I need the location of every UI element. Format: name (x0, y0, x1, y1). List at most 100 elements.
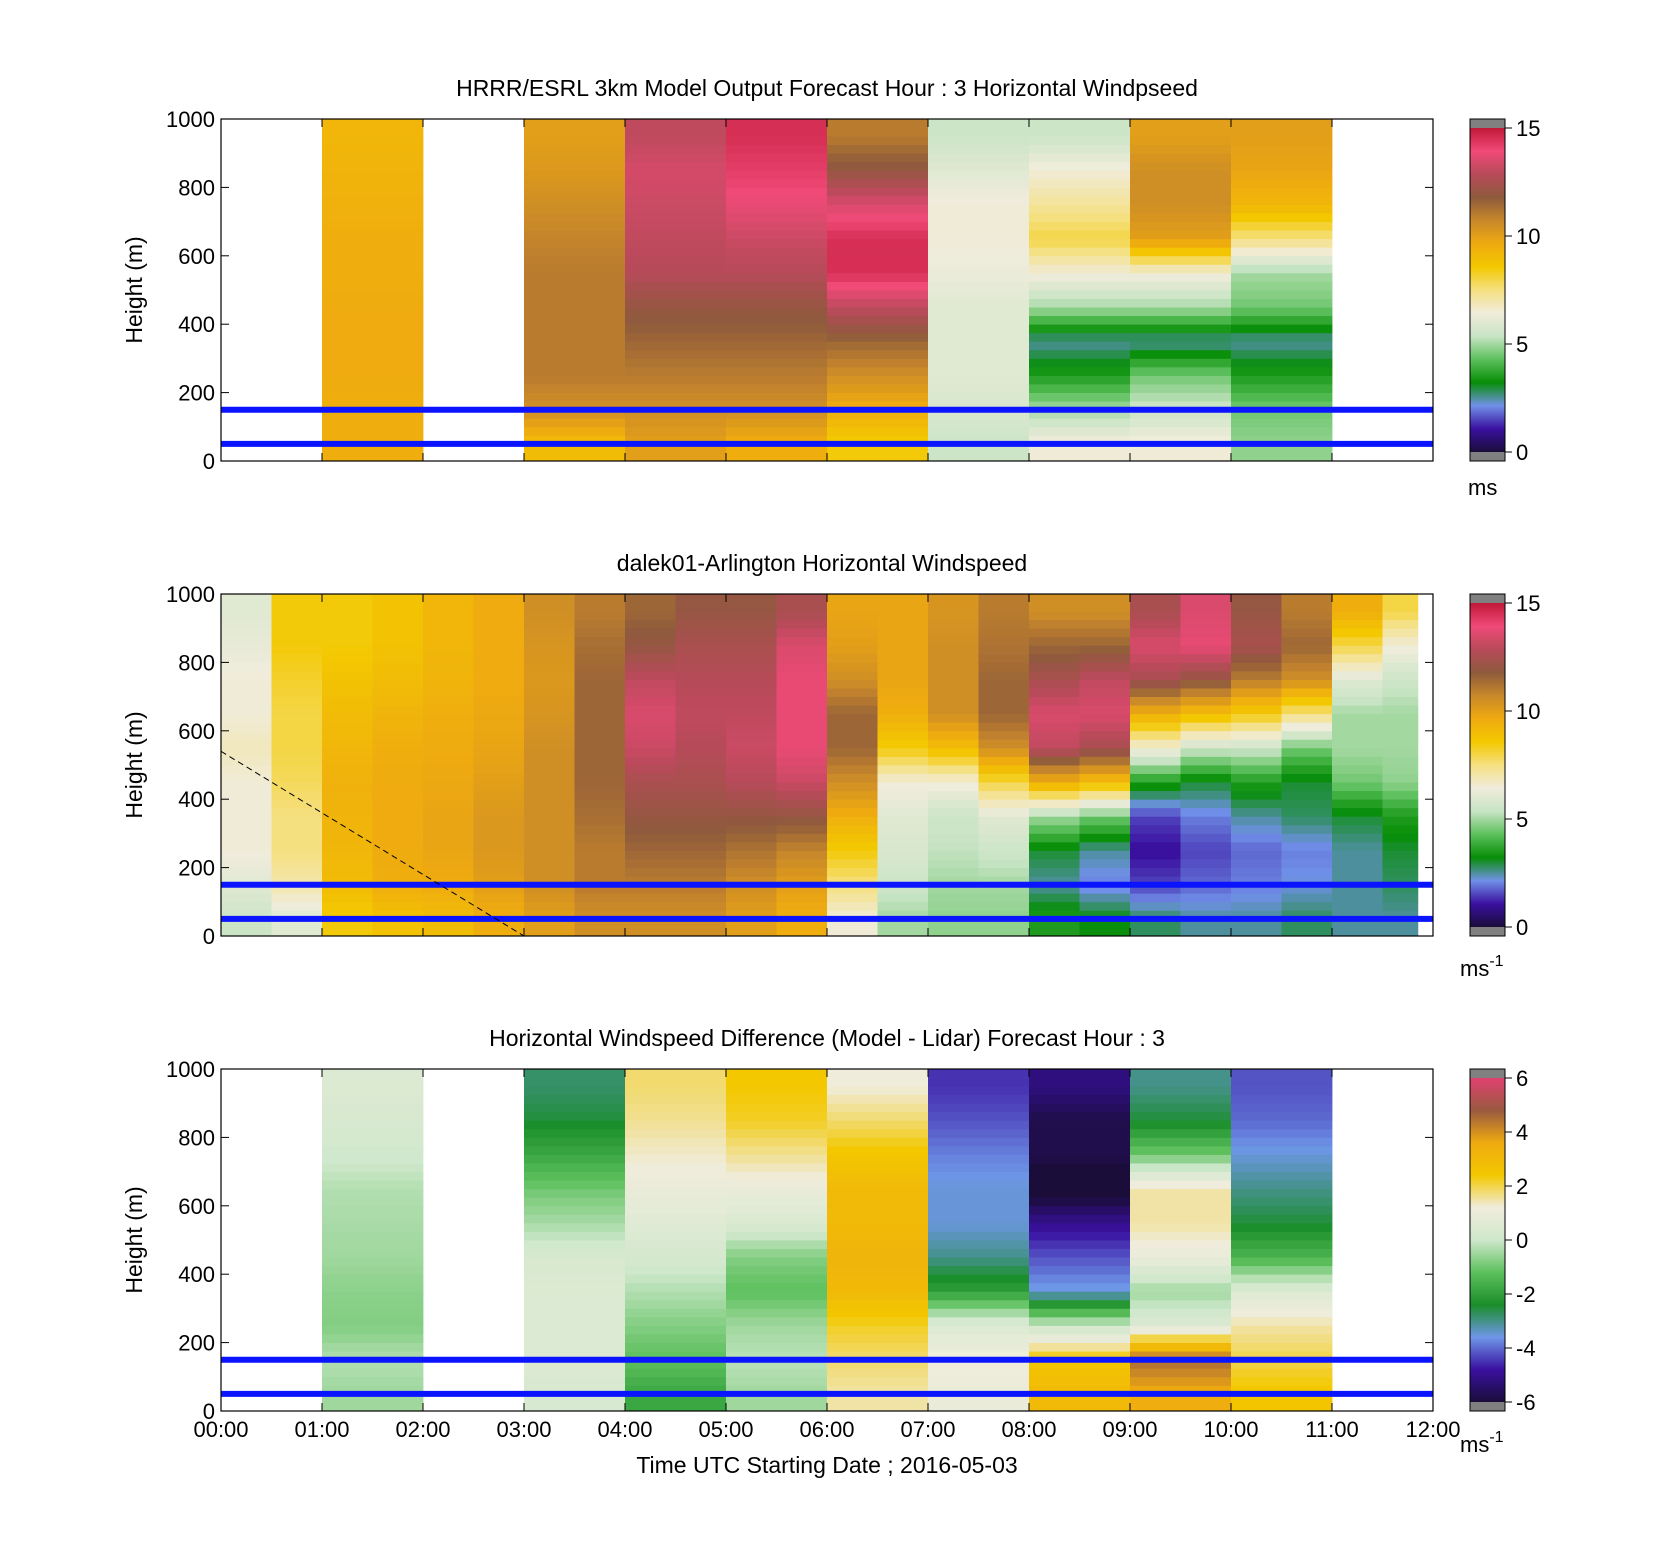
panel-lidar-cell (574, 807, 626, 817)
panel-lidar-cell (877, 611, 929, 621)
panel-model-cell (322, 195, 424, 205)
panel-model-ytick-label: 400 (178, 312, 215, 337)
panel-difference-cell (1231, 1137, 1333, 1147)
panel-lidar-cell (726, 824, 777, 834)
panel-lidar-cell (827, 747, 878, 757)
x-tick-label: 01:00 (294, 1417, 349, 1442)
panel-lidar-cell (473, 833, 525, 843)
panel-lidar-cell (776, 833, 828, 843)
panel-lidar-cell (776, 807, 828, 817)
panel-difference-cell (1029, 1376, 1131, 1386)
panel-lidar-cell (726, 636, 777, 646)
panel-lidar-cell (524, 841, 575, 851)
panel-lidar-cell (423, 688, 474, 697)
panel-lidar-cell (423, 662, 474, 672)
panel-lidar-cell (1029, 696, 1080, 706)
panel-difference-cell (1029, 1316, 1131, 1326)
panel-model-cell (827, 366, 929, 376)
panel-lidar-cell (928, 636, 979, 646)
panel-difference-cell (726, 1308, 828, 1318)
panel-lidar-cell (322, 611, 373, 621)
panel-difference-column (625, 1069, 727, 1411)
panel-lidar-cell (372, 773, 424, 783)
panel-lidar-cell (1231, 893, 1282, 903)
panel-lidar-cell (726, 730, 777, 740)
panel-lidar-cell (372, 619, 424, 629)
panel-model-cell (322, 418, 424, 428)
panel-lidar-cell (1332, 670, 1383, 680)
panel-lidar-cell (726, 790, 777, 800)
panel-difference-cell (827, 1351, 929, 1361)
panel-lidar-cell (1079, 653, 1131, 663)
panel-lidar-cell (776, 782, 828, 792)
panel-lidar-cell (928, 824, 979, 834)
panel-difference-cell (1029, 1334, 1131, 1343)
panel-lidar-cell (726, 876, 777, 886)
panel-model-cell (1029, 161, 1131, 171)
panel-model-cell (524, 153, 626, 163)
panel-lidar-cell (928, 765, 979, 774)
panel-model-cell (1130, 153, 1232, 163)
panel-difference-cell (322, 1231, 424, 1241)
panel-lidar-cell (1130, 670, 1181, 680)
panel-lidar-cell (1281, 756, 1333, 766)
panel-model-cell (1029, 307, 1131, 317)
panel-lidar-cell (1332, 653, 1383, 663)
panel-model-cell (1029, 230, 1131, 240)
panel-model-cell (827, 195, 929, 205)
panel-difference-cell (524, 1222, 626, 1232)
panel-lidar-cell (776, 867, 828, 877)
panel-difference-cell (928, 1145, 1030, 1155)
panel-lidar-column (726, 594, 777, 936)
x-tick-label: 09:00 (1102, 1417, 1157, 1442)
panel-difference-cell (928, 1111, 1030, 1121)
panel-difference-cell (1231, 1188, 1333, 1198)
panel-difference-cell (726, 1171, 828, 1181)
panel-lidar-cell (675, 713, 727, 723)
panel-lidar-column (1079, 594, 1131, 936)
panel-lidar-cell (1332, 773, 1383, 783)
panel-difference-cell (524, 1385, 626, 1395)
panel-model-cell (524, 375, 626, 385)
panel-difference-cell (1231, 1308, 1333, 1318)
panel-difference-cell (726, 1248, 828, 1258)
panel-lidar-cell (473, 918, 525, 928)
panel-difference-cell (524, 1231, 626, 1241)
panel-lidar-cell (473, 816, 525, 826)
panel-model-cell (827, 392, 929, 402)
panel-lidar-column (928, 594, 979, 936)
panel-lidar-cell (1382, 619, 1419, 629)
panel-difference-cell (827, 1274, 929, 1284)
panel-lidar-cell (423, 679, 474, 689)
panel-model-cell (322, 443, 424, 453)
panel-difference-cell (1029, 1368, 1131, 1378)
panel-lidar-cell (1130, 619, 1181, 629)
panel-difference-cell (1029, 1359, 1131, 1369)
panel-lidar-cell (524, 867, 575, 877)
panel-lidar-cell (1281, 619, 1333, 629)
panel-difference-cell (726, 1120, 828, 1130)
panel-model-cell (726, 307, 828, 317)
panel-lidar-cell (726, 713, 777, 723)
panel-lidar: dalek01-Arlington Horizontal Windspeed 0… (121, 550, 1540, 981)
panel-model-cell (1231, 221, 1333, 231)
panel-model-cell (1029, 290, 1131, 299)
panel-lidar-cell (372, 705, 424, 715)
panel-lidar-cell (372, 901, 424, 911)
panel-model-cell (1130, 238, 1232, 248)
panel-model-cell (1029, 315, 1131, 325)
panel-lidar-cell (1281, 705, 1333, 715)
panel-lidar-cell (1029, 628, 1080, 638)
panel-lidar-cell (625, 910, 676, 920)
panel-lidar-cell (726, 705, 777, 715)
panel-lidar-cell (423, 730, 474, 740)
panel-lidar-cell (423, 824, 474, 834)
panel-lidar-cell (726, 594, 777, 603)
panel-difference-cell (322, 1188, 424, 1198)
panel-difference-cell (928, 1316, 1030, 1326)
panel-lidar-cell (1079, 833, 1131, 843)
panel-lidar-cell (625, 859, 676, 868)
panel-lidar-cell (221, 782, 272, 792)
panel-model-cell (726, 153, 828, 163)
panel-lidar-cell (827, 773, 878, 783)
